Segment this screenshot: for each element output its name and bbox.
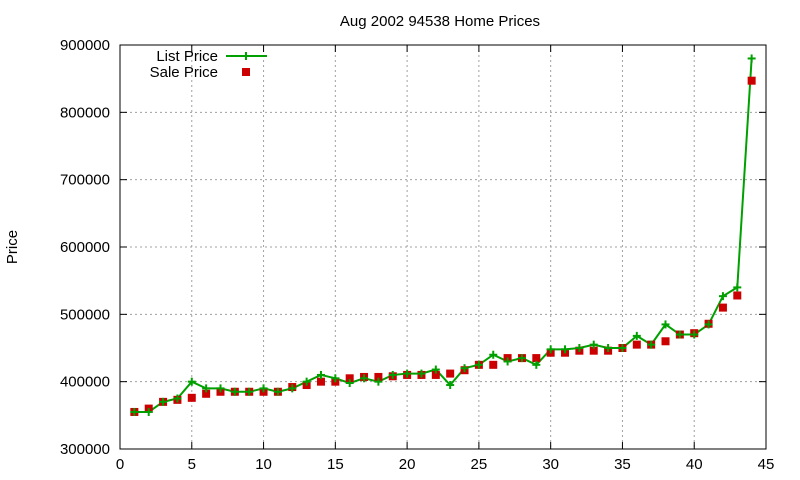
list-price-point bbox=[360, 374, 369, 383]
sale-price-point bbox=[589, 346, 598, 355]
chart-title: Aug 2002 94538 Home Prices bbox=[340, 13, 540, 30]
list-price-point bbox=[259, 384, 268, 393]
list-price-point bbox=[173, 394, 182, 403]
y-axis-label: Price bbox=[4, 230, 21, 264]
list-price-point bbox=[374, 377, 383, 386]
sale-price-point bbox=[345, 374, 354, 383]
list-price-point bbox=[474, 360, 483, 369]
sale-price-point bbox=[316, 377, 325, 386]
x-tick-label: 30 bbox=[542, 456, 559, 473]
list-price-point bbox=[704, 320, 713, 329]
list-price-point bbox=[661, 320, 670, 329]
list-price-point bbox=[503, 357, 512, 366]
list-price-point bbox=[230, 387, 239, 396]
x-tick-label: 0 bbox=[116, 456, 124, 473]
y-tick-label: 700000 bbox=[60, 172, 110, 189]
list-price-point bbox=[546, 345, 555, 354]
list-price-point bbox=[618, 344, 627, 352]
sale-price-point bbox=[489, 360, 498, 369]
x-tick-label: 20 bbox=[399, 456, 416, 473]
legend: List Price Sale Price bbox=[150, 48, 267, 81]
list-price-point bbox=[733, 283, 742, 292]
list-price-point bbox=[446, 381, 455, 390]
list-price-point bbox=[675, 330, 684, 339]
sale-price-point bbox=[187, 393, 196, 402]
y-tick-label: 400000 bbox=[60, 374, 110, 391]
list-price-point bbox=[532, 360, 541, 369]
sale-price-point bbox=[431, 370, 440, 379]
x-tick-label: 5 bbox=[188, 456, 196, 473]
list-price-point bbox=[431, 365, 440, 374]
list-price-point bbox=[316, 370, 325, 379]
list-price-point bbox=[417, 369, 426, 378]
list-price-point bbox=[489, 350, 498, 359]
x-tick-label: 35 bbox=[614, 456, 631, 473]
x-tick-label: 15 bbox=[327, 456, 344, 473]
list-price-point bbox=[747, 54, 756, 63]
sale-price-point bbox=[532, 354, 541, 363]
sale-price-point bbox=[661, 337, 670, 346]
list-price-point bbox=[604, 344, 613, 352]
list-price-point bbox=[388, 370, 397, 379]
x-tick-label: 10 bbox=[255, 456, 272, 473]
list-price-point bbox=[460, 364, 469, 373]
series-layer bbox=[130, 54, 756, 416]
list-price-point bbox=[589, 340, 598, 349]
list-price-point bbox=[273, 387, 282, 396]
list-price-point bbox=[718, 292, 727, 301]
list-price-point bbox=[245, 387, 254, 396]
list-price-point bbox=[345, 379, 354, 388]
sale-price-point bbox=[632, 340, 641, 349]
list-price-point bbox=[632, 331, 641, 340]
list-price-point bbox=[202, 384, 211, 393]
sale-price-point bbox=[747, 76, 756, 85]
sale-price-point bbox=[374, 372, 383, 381]
list-price-point bbox=[288, 384, 297, 393]
sale-price-point bbox=[718, 303, 727, 312]
legend-marker-list-price bbox=[242, 52, 250, 60]
list-price-point bbox=[690, 330, 699, 339]
legend-label-sale-price: Sale Price bbox=[150, 64, 218, 81]
list-price-point bbox=[130, 407, 139, 416]
x-tick-label: 25 bbox=[471, 456, 488, 473]
sale-price-point bbox=[733, 291, 742, 300]
list-price-point bbox=[403, 369, 412, 378]
list-price-point bbox=[144, 407, 153, 416]
grid-lines bbox=[120, 45, 766, 449]
axis-ticks: 0 5 10 15 20 25 30 35 40 45 300000 400000 500000 6000… bbox=[60, 37, 774, 473]
list-price-point bbox=[517, 354, 526, 363]
y-tick-label: 300000 bbox=[60, 441, 110, 458]
list-price-point bbox=[331, 374, 340, 383]
sale-price-point bbox=[202, 389, 211, 398]
list-price-point bbox=[561, 345, 570, 354]
list-price-point bbox=[647, 340, 656, 349]
y-tick-label: 500000 bbox=[60, 306, 110, 323]
y-tick-label: 800000 bbox=[60, 104, 110, 121]
y-tick-label: 600000 bbox=[60, 239, 110, 256]
list-price-point bbox=[302, 377, 311, 386]
list-price-point bbox=[216, 384, 225, 393]
list-price-point bbox=[159, 397, 168, 406]
x-tick-label: 45 bbox=[758, 456, 775, 473]
x-tick-label: 40 bbox=[686, 456, 703, 473]
legend-marker-sale-price bbox=[242, 68, 250, 76]
list-price-point bbox=[575, 344, 584, 352]
sale-price-point bbox=[446, 369, 455, 378]
series-line-list-price bbox=[134, 58, 753, 413]
legend-label-list-price: List Price bbox=[156, 48, 218, 65]
list-price-point bbox=[187, 377, 196, 386]
y-tick-label: 900000 bbox=[60, 37, 110, 54]
